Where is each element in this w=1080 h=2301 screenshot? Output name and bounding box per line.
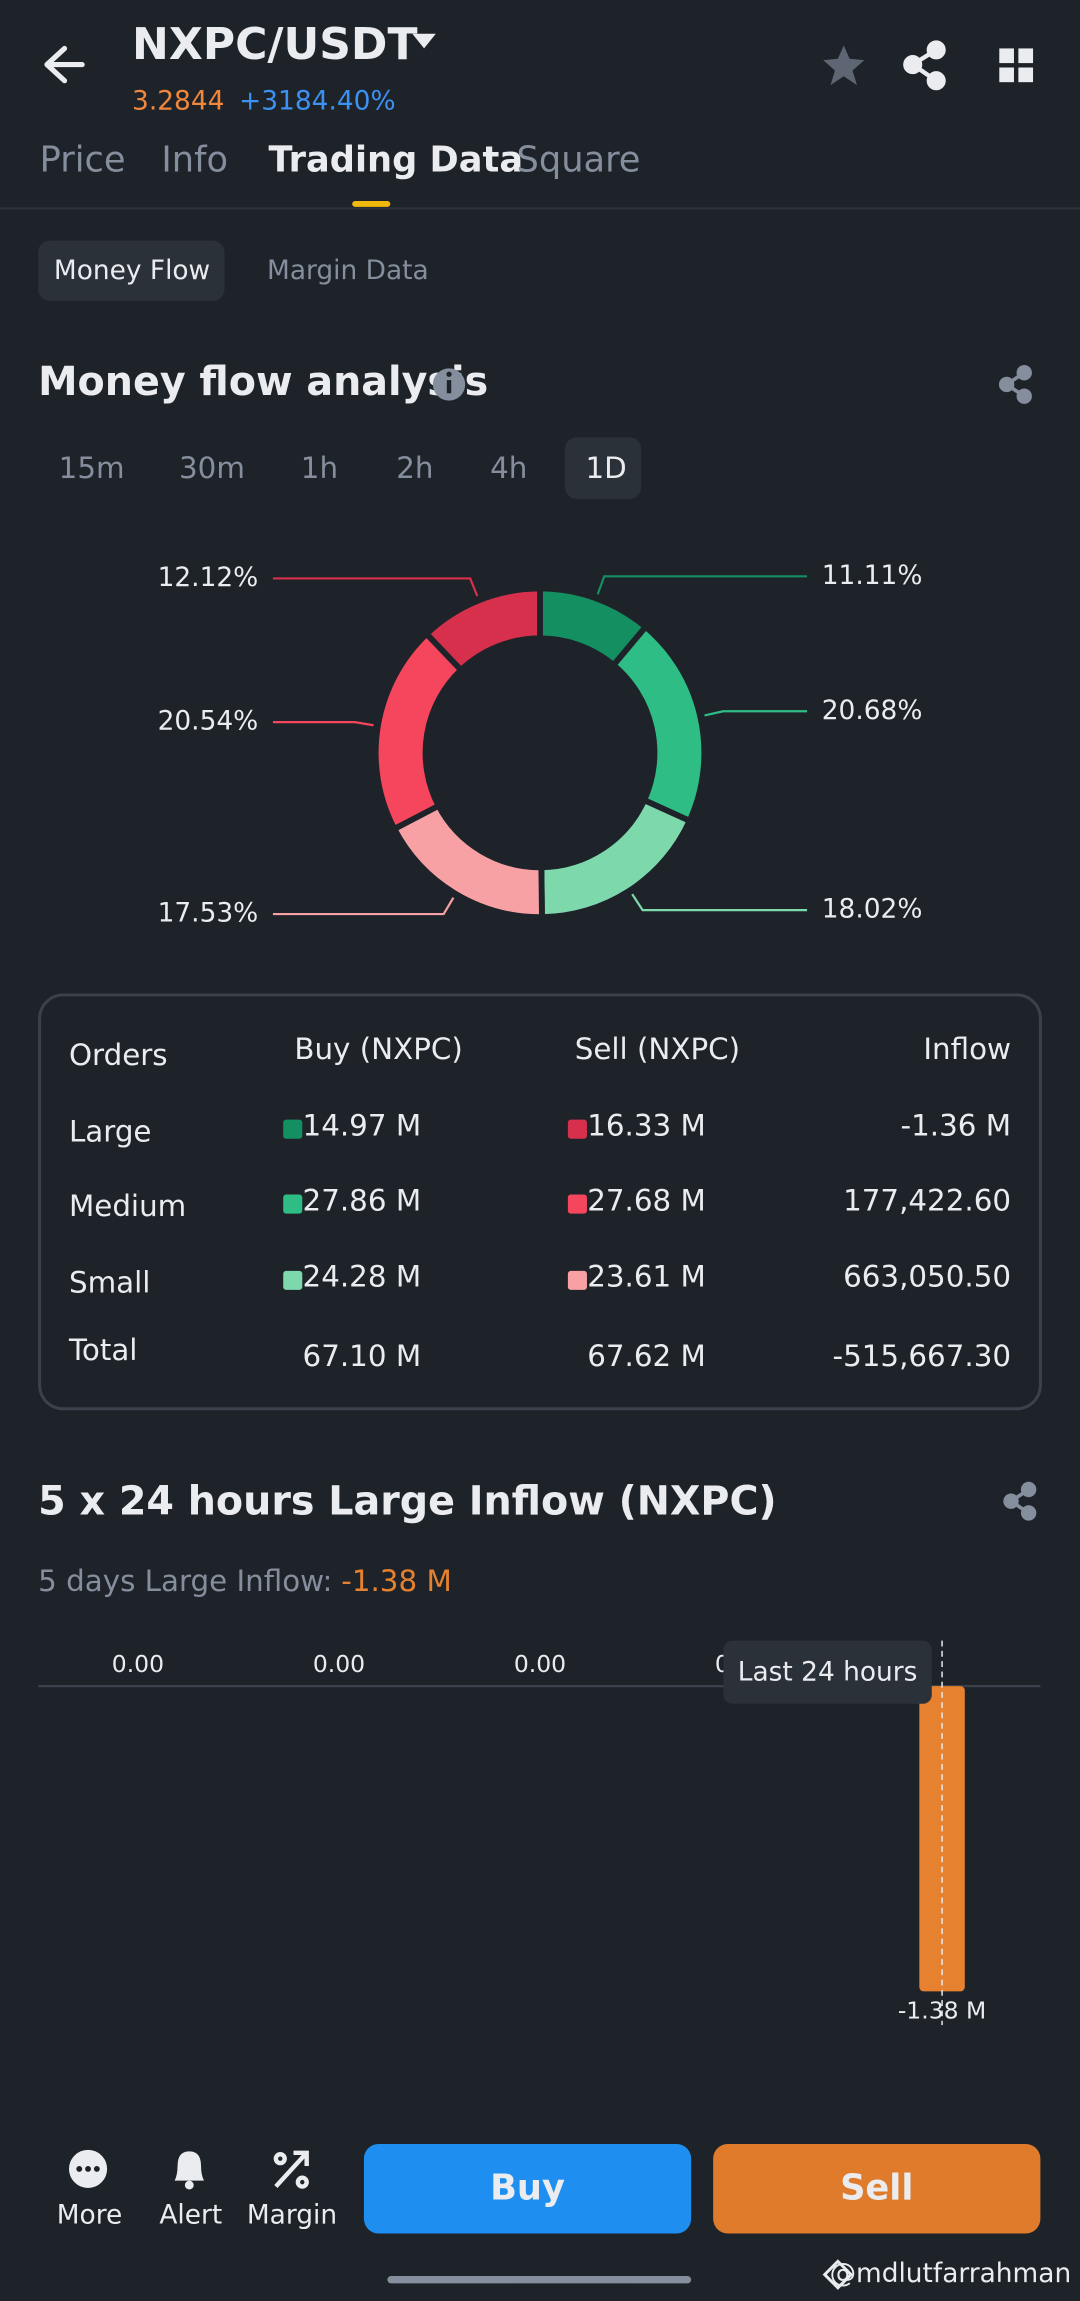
sell-value: 67.62 M [587, 1339, 706, 1373]
sell-button[interactable] [713, 2143, 1041, 2234]
sell-value: 23.61 M [587, 1260, 706, 1294]
favorite-icon[interactable] [823, 45, 865, 86]
buy-swatch [283, 1270, 303, 1290]
summary-value: -1.38 M [341, 1563, 452, 1597]
row-label: Small [69, 1266, 150, 1300]
row-label: Total [68, 1333, 137, 1367]
sell-swatch [567, 1270, 587, 1290]
interval-active-bg [564, 437, 642, 499]
leader-line [272, 897, 455, 916]
price-line: 3.2844 +3184.40% [132, 85, 395, 116]
buy-swatch [283, 1194, 303, 1214]
table-header: Inflow [923, 1032, 1011, 1066]
leader-line [704, 710, 808, 717]
slice-label: 20.68% [822, 695, 923, 726]
row-label: Large [69, 1114, 152, 1148]
margin-icon[interactable] [273, 2150, 309, 2189]
leader-line [272, 721, 374, 727]
sell-label[interactable]: Sell [840, 2167, 913, 2208]
info-icon-glyph [446, 371, 452, 377]
interval[interactable]: 1D [585, 451, 626, 485]
table-frame [38, 993, 1042, 1411]
summary-label: 5 days Large Inflow: [38, 1563, 332, 1597]
interval[interactable]: 30m [179, 451, 245, 485]
slice-label: 11.11% [822, 560, 923, 591]
leader-line [631, 893, 808, 912]
alert-icon[interactable] [174, 2151, 204, 2190]
tooltip [723, 1640, 932, 1704]
info-icon-glyph [446, 380, 452, 394]
nav-label[interactable]: More [57, 2199, 122, 2230]
price: 3.2844 [132, 85, 224, 116]
interval[interactable]: 2h [396, 451, 433, 485]
slice-label: 12.12% [158, 562, 259, 593]
tooltip-text: Last 24 hours [738, 1656, 918, 1687]
tab[interactable]: Trading Data [269, 139, 524, 180]
sell-swatch [567, 1119, 587, 1139]
grid-icon[interactable] [999, 48, 1034, 83]
share-icon[interactable] [998, 365, 1032, 404]
leader-line [596, 575, 808, 595]
table-header: Buy (NXPC) [294, 1032, 462, 1066]
slice-label: 18.02% [822, 894, 923, 925]
back-button[interactable] [44, 45, 85, 84]
subtab[interactable]: Money Flow [54, 255, 210, 286]
buy-value: 14.97 M [303, 1109, 422, 1143]
interval[interactable]: 4h [490, 451, 527, 485]
watermark-icon [822, 2259, 854, 2290]
subtab[interactable]: Margin Data [267, 255, 429, 286]
table-header: Sell (NXPC) [575, 1032, 740, 1066]
sell-swatch [567, 1194, 587, 1214]
watermark: @mdlutfarrahman [830, 2258, 1072, 2289]
pie-slice [422, 585, 543, 675]
subtab-active-bg [38, 240, 225, 301]
buy-swatch [283, 1119, 303, 1139]
price-change: +3184.40% [239, 85, 395, 116]
buy-button[interactable] [363, 2143, 692, 2234]
section-title: 5 x 24 hours Large Inflow (NXPC) [38, 1479, 776, 1525]
share-icon[interactable] [1003, 1481, 1037, 1521]
leader-line [272, 577, 479, 597]
bar-value-label: 0.00 [313, 1650, 365, 1678]
tab[interactable]: Square [517, 139, 641, 180]
more-icon[interactable] [68, 2149, 108, 2189]
buy-value: 24.28 M [303, 1260, 422, 1294]
inflow-value: -515,667.30 [833, 1339, 1012, 1373]
buy-label[interactable]: Buy [490, 2167, 565, 2208]
sell-value: 16.33 M [587, 1109, 706, 1143]
sell-value: 27.68 M [587, 1183, 706, 1217]
nav-label[interactable]: Margin [247, 2199, 337, 2230]
slice-label: 20.54% [158, 706, 259, 737]
row-label: Medium [69, 1189, 186, 1223]
interval[interactable]: 15m [59, 451, 125, 485]
tab[interactable]: Price [40, 139, 126, 180]
buy-value: 67.10 M [303, 1339, 422, 1373]
summary: 5 days Large Inflow: -1.38 M [38, 1563, 452, 1597]
interval[interactable]: 1h [301, 451, 338, 485]
bar-value-label: 0.00 [514, 1650, 566, 1678]
inflow-value: -1.36 M [901, 1109, 1012, 1143]
share-icon[interactable] [903, 40, 946, 91]
inflow-value: 177,422.60 [843, 1183, 1011, 1217]
bar-value-label: 0.00 [112, 1650, 164, 1678]
buy-value: 27.86 M [303, 1183, 422, 1217]
table-header: Orders [69, 1038, 168, 1072]
home-indicator [387, 2276, 692, 2284]
section-title: Money flow analysis [38, 359, 488, 405]
inflow-value: 663,050.50 [843, 1260, 1011, 1294]
pair-dropdown[interactable] [412, 33, 436, 49]
tab-indicator [352, 201, 391, 207]
nav-label[interactable]: Alert [159, 2199, 222, 2230]
slice-label: 17.53% [158, 898, 259, 929]
pair-title[interactable]: NXPC/USDT [132, 19, 417, 70]
tab[interactable]: Info [161, 139, 228, 180]
